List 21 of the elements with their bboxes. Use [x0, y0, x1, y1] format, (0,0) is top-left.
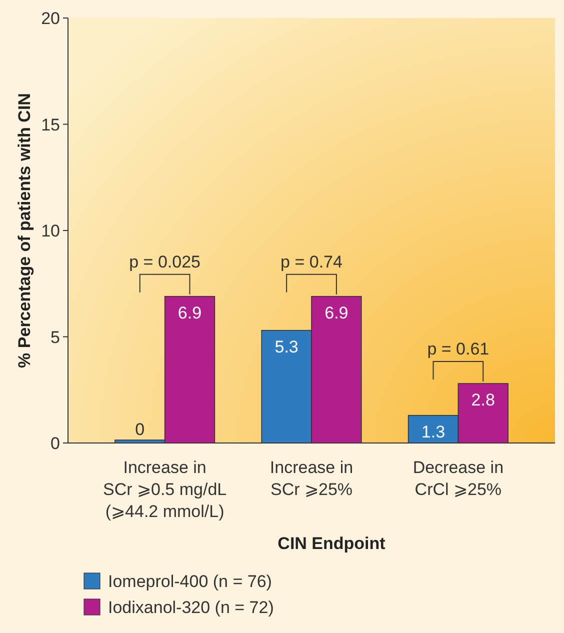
- x-tick-label: Increase in SCr ⩾25%: [270, 458, 354, 499]
- x-tick-label: Decrease in CrCl ⩾25%: [412, 458, 504, 499]
- y-tick-label: 15: [41, 115, 60, 134]
- x-axis-title: CIN Endpoint: [278, 534, 386, 553]
- annotation: p = 0.74: [280, 252, 342, 272]
- x-tick-label: Increase in SCr ⩾0.5 mg/dL (⩾44.2 mmol/L): [103, 458, 227, 521]
- legend-label: Iodixanol-320 (n = 72): [108, 598, 274, 617]
- data-label: 5.3: [274, 337, 298, 356]
- legend-label: Iomeprol-400 (n = 76): [108, 572, 272, 591]
- y-tick-label: 5: [50, 328, 60, 347]
- annotation: p = 0.61: [427, 340, 490, 358]
- y-tick-label: 10: [41, 222, 60, 240]
- data-label: 2.8: [471, 390, 495, 410]
- y-tick-label: 20: [41, 9, 60, 28]
- annotation: p = 0.025: [129, 252, 200, 272]
- data-label: 1.3: [421, 422, 446, 442]
- data-label: 6.9: [178, 303, 202, 322]
- data-label: 6.9: [324, 303, 348, 322]
- y-axis-title: % Percentage of patients with CIN: [15, 93, 34, 368]
- y-tick-label: 0: [50, 434, 60, 453]
- data-label: 0: [135, 420, 145, 439]
